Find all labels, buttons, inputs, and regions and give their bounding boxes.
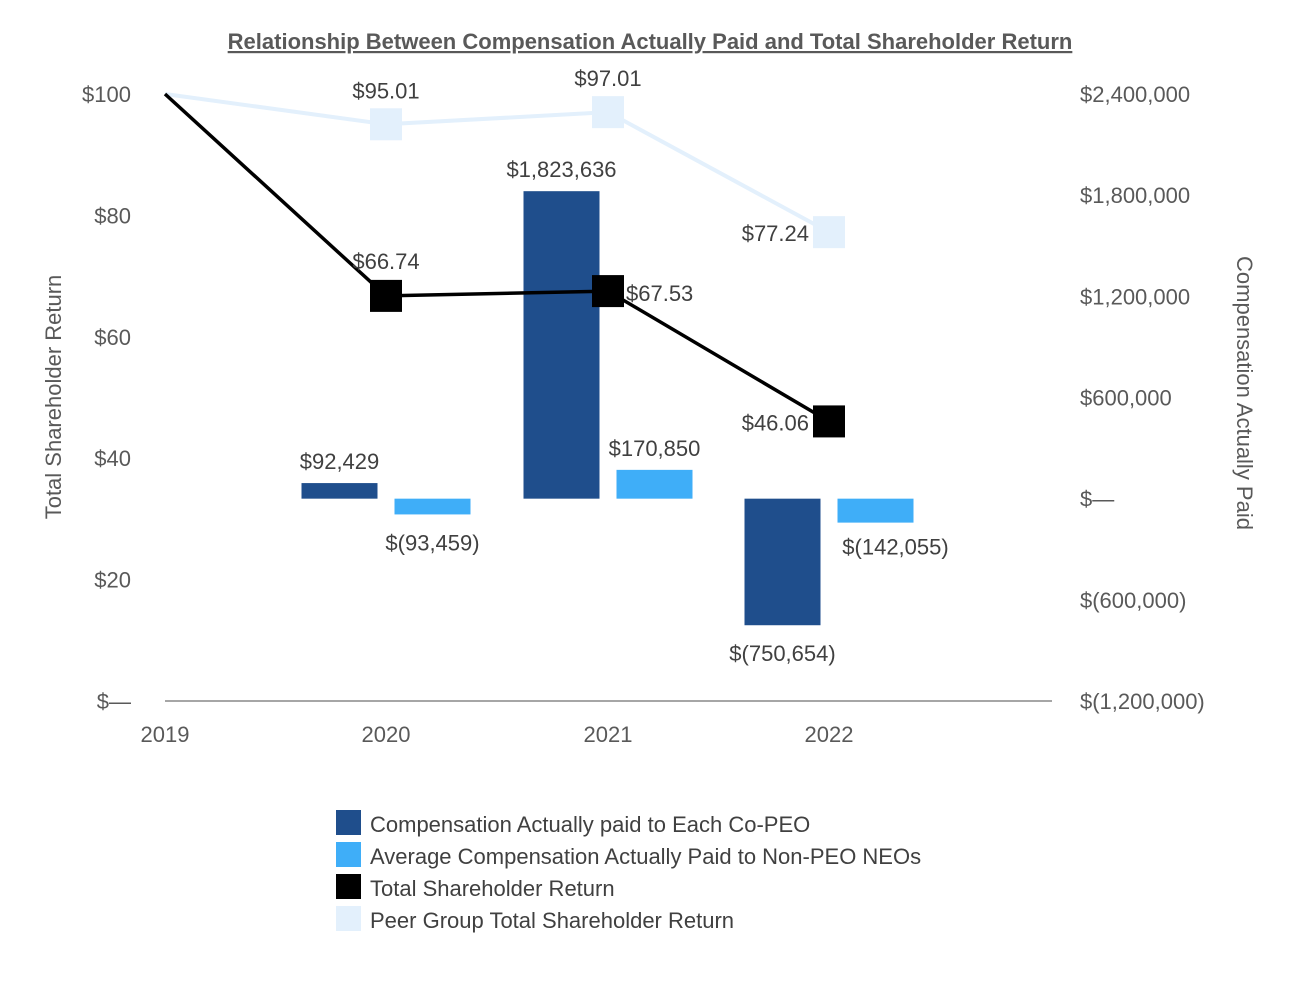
- right-tick-label: $(1,200,000): [1080, 689, 1205, 714]
- x-tick-label: 2022: [805, 722, 854, 747]
- right-tick-label: $1,200,000: [1080, 284, 1190, 309]
- left-tick-label: $60: [94, 325, 131, 350]
- x-tick-label: 2020: [362, 722, 411, 747]
- legend-swatch: [336, 810, 361, 835]
- bar-co-peo: [523, 191, 600, 499]
- legend-label: Peer Group Total Shareholder Return: [370, 908, 734, 933]
- legend-label: Average Compensation Actually Paid to No…: [370, 844, 921, 869]
- left-tick-label: $—: [97, 689, 131, 714]
- bar-co-peo: [744, 498, 821, 626]
- bar-co-peo: [301, 483, 378, 499]
- right-tick-label: $—: [1080, 487, 1114, 512]
- peer-tsr-data-label: $95.01: [352, 78, 419, 103]
- peer-tsr-data-label: $77.24: [742, 221, 809, 246]
- right-axis-title: Compensation Actually Paid: [1232, 256, 1257, 530]
- chart-title: Relationship Between Compensation Actual…: [228, 29, 1073, 54]
- left-tick-label: $80: [94, 203, 131, 228]
- legend-label: Compensation Actually paid to Each Co-PE…: [370, 812, 810, 837]
- bar-data-label: $(750,654): [729, 641, 835, 666]
- bar-data-label: $(142,055): [842, 535, 948, 560]
- right-tick-label: $600,000: [1080, 386, 1172, 411]
- bar-non-peo-neo: [394, 498, 471, 515]
- bar-data-label: $1,823,636: [506, 157, 616, 182]
- tsr-data-label: $67.53: [626, 281, 693, 306]
- peer-tsr-marker: [370, 108, 402, 141]
- tsr-line: [163, 92, 830, 423]
- left-tick-label: $100: [82, 82, 131, 107]
- tsr-marker: [592, 275, 624, 308]
- x-tick-label: 2021: [584, 722, 633, 747]
- tsr-data-label: $46.06: [742, 410, 809, 435]
- bar-non-peo-neo: [616, 469, 693, 499]
- peer-tsr-data-label: $97.01: [574, 66, 641, 91]
- legend-label: Total Shareholder Return: [370, 876, 615, 901]
- right-tick-label: $2,400,000: [1080, 82, 1190, 107]
- right-tick-label: $(600,000): [1080, 588, 1186, 613]
- peer-tsr-marker: [592, 96, 624, 129]
- tsr-marker: [813, 405, 845, 438]
- left-tick-label: $40: [94, 446, 131, 471]
- bar-non-peo-neo: [837, 498, 914, 523]
- tsr-data-label: $66.74: [352, 249, 419, 274]
- x-tick-label: 2019: [141, 722, 190, 747]
- legend-swatch: [336, 906, 361, 931]
- left-tick-label: $20: [94, 568, 131, 593]
- tsr-marker: [370, 279, 402, 312]
- peer-tsr-line: [164, 92, 830, 234]
- legend-swatch: [336, 842, 361, 867]
- left-axis-title: Total Shareholder Return: [41, 275, 66, 520]
- peer-tsr-marker: [813, 216, 845, 249]
- bar-data-label: $170,850: [609, 436, 701, 461]
- legend-swatch: [336, 874, 361, 899]
- bar-data-label: $(93,459): [385, 530, 479, 555]
- right-tick-label: $1,800,000: [1080, 183, 1190, 208]
- bar-data-label: $92,429: [300, 449, 380, 474]
